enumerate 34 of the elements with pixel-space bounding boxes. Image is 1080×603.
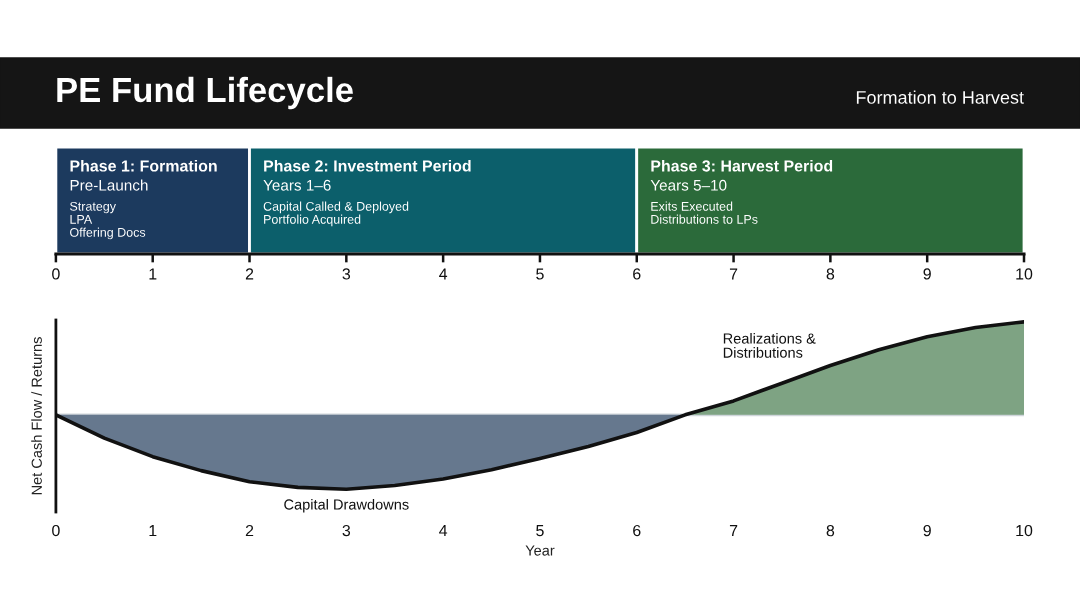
data-label: Years 5–10 Exits Executed Distributions to LPs (650, 179, 758, 224)
x-tick-label: 0 (52, 524, 60, 537)
data-label: Pre-Launch Strategy LPA Offering Docs (70, 179, 148, 240)
x-tick-label: 7 (729, 268, 738, 280)
x-tick-label: 9 (923, 268, 931, 280)
series-label: Capital Drawdowns (284, 498, 409, 513)
x-tick-label: 9 (923, 524, 931, 537)
x-tick-label: 2 (245, 268, 254, 280)
x-tick-label: 3 (342, 524, 351, 537)
x-tick-label: 2 (245, 524, 254, 537)
series-label: Realizations & Distributions (723, 332, 816, 358)
x-tick-label: 8 (826, 524, 835, 537)
x-tick-label: 5 (536, 268, 544, 280)
x-tick-label: 4 (439, 268, 448, 280)
series-label: Phase 1: Formation (70, 159, 217, 172)
x-axis-title: Year (525, 545, 555, 556)
x-tick-label: 10 (1016, 268, 1033, 280)
x-tick-label: 6 (633, 524, 641, 537)
x-tick-label: 10 (1016, 524, 1033, 537)
x-tick-label: 0 (52, 268, 60, 280)
x-tick-label: 1 (149, 525, 157, 537)
x-tick-label: 3 (342, 268, 351, 280)
x-tick-label: 1 (149, 268, 157, 280)
series-label: Phase 2: Investment Period (264, 159, 471, 172)
series-label: Phase 3: Harvest Period (651, 159, 833, 172)
x-tick-label: 6 (633, 268, 641, 280)
x-tick-label: 7 (729, 525, 738, 537)
x-tick-label: 5 (536, 525, 544, 537)
y-axis-title: Net Cash Flow / Returns (31, 337, 42, 495)
data-label: Years 1–6 Capital Called & Deployed Portfolio Acquired (263, 179, 409, 227)
chart-title: PE Fund Lifecycle (57, 76, 353, 110)
x-tick-label: 8 (826, 268, 835, 280)
x-tick-label: 4 (439, 525, 448, 537)
chart-subtitle: Formation to Harvest (856, 90, 1024, 104)
